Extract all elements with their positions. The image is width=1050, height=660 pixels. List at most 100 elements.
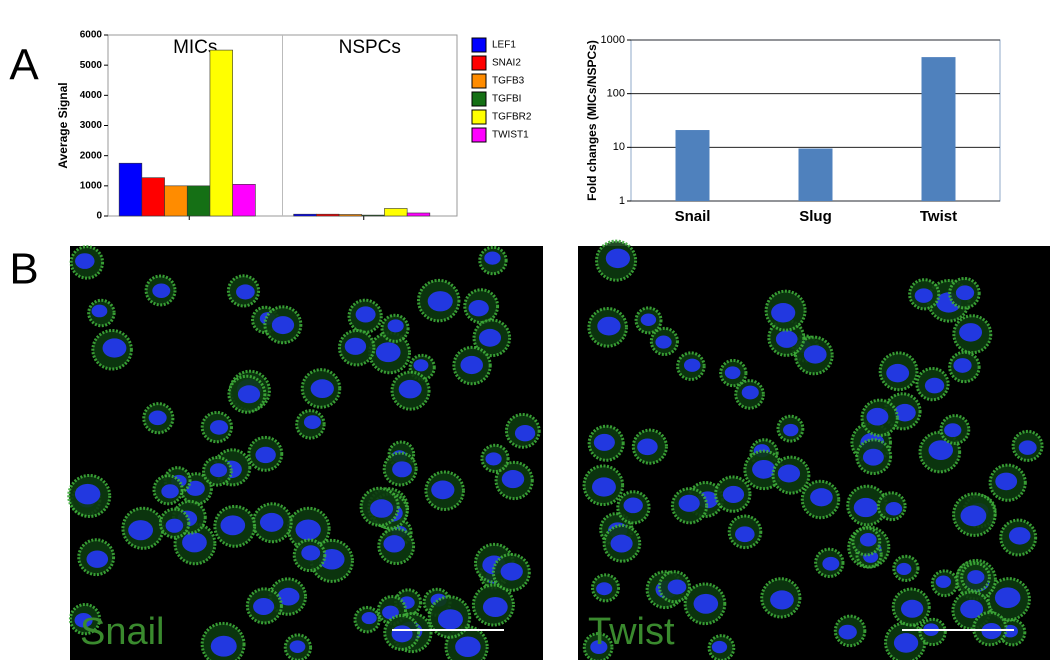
nucleus — [741, 385, 759, 400]
nucleus — [303, 415, 321, 430]
nucleus — [886, 363, 910, 383]
nucleus — [590, 640, 608, 654]
nucleus — [955, 285, 975, 301]
nucleus — [220, 515, 246, 536]
nucleus — [236, 284, 255, 300]
y-tick-label: 1 — [619, 195, 625, 207]
y-tick-label: 2000 — [80, 150, 103, 161]
nucleus — [271, 316, 295, 335]
nucleus — [1018, 440, 1037, 455]
nucleus — [455, 636, 481, 658]
nucleus — [678, 494, 700, 512]
nucleus — [683, 358, 701, 372]
nucleus — [838, 624, 857, 640]
nucleus — [375, 342, 401, 363]
nucleus — [361, 611, 377, 625]
bar — [209, 49, 233, 217]
nucleus — [468, 300, 489, 317]
nucleus — [928, 440, 954, 461]
bar — [361, 214, 385, 217]
image-label: Twist — [588, 611, 675, 653]
legend-label: TWIST1 — [492, 130, 529, 141]
bar — [164, 185, 188, 217]
nucleus — [810, 488, 833, 507]
nucleus — [478, 328, 502, 347]
nucleus — [724, 366, 741, 380]
panel-label: B — [9, 245, 38, 294]
y-axis-label: Average Signal — [56, 82, 70, 168]
bar — [316, 213, 340, 217]
nucleus — [255, 446, 276, 464]
nucleus — [398, 379, 422, 399]
nucleus — [591, 477, 616, 497]
image-label: Snail — [80, 611, 165, 653]
legend-swatch — [471, 37, 487, 53]
nucleus — [253, 598, 275, 616]
nucleus — [383, 535, 405, 553]
y-tick-label: 10 — [613, 141, 625, 153]
bar — [186, 185, 211, 217]
nucleus — [640, 313, 657, 326]
nucleus — [722, 485, 745, 504]
nucleus — [981, 622, 1002, 640]
nucleus — [501, 470, 525, 489]
nucleus — [803, 345, 827, 364]
bar — [118, 162, 143, 217]
nucleus — [885, 502, 903, 516]
nucleus — [605, 248, 631, 269]
nucleus — [500, 562, 523, 581]
nucleus — [289, 640, 306, 653]
nucleus — [482, 597, 508, 618]
legend-label: SNAI2 — [492, 58, 521, 69]
nucleus — [693, 593, 719, 614]
nucleus — [637, 438, 658, 456]
bar — [921, 57, 956, 201]
nucleus — [310, 379, 334, 399]
nucleus — [484, 251, 501, 265]
legend-swatch — [471, 127, 487, 143]
bar — [406, 212, 431, 217]
nucleus — [866, 407, 889, 426]
nucleus — [752, 459, 776, 479]
nucleus — [209, 463, 228, 478]
bar — [293, 213, 317, 217]
nucleus — [853, 497, 878, 518]
legend-swatch — [471, 73, 487, 89]
nucleus — [610, 534, 633, 553]
nucleus — [128, 520, 154, 541]
y-tick-label: 4000 — [80, 90, 103, 101]
nucleus — [959, 323, 983, 342]
nucleus — [102, 338, 127, 358]
nucleus — [859, 533, 877, 547]
nucleus — [74, 483, 101, 505]
nucleus — [596, 582, 613, 596]
micrograph — [70, 246, 543, 660]
nucleus — [75, 253, 95, 269]
nucleus — [391, 625, 413, 643]
y-tick-label: 5000 — [80, 60, 103, 71]
nucleus — [711, 640, 728, 654]
nucleus — [953, 358, 972, 373]
nucleus — [259, 512, 284, 532]
nucleus — [735, 526, 755, 543]
nucleus — [392, 461, 412, 478]
y-tick-label: 100 — [607, 88, 625, 100]
nucleus — [237, 385, 261, 404]
nucleus — [894, 403, 916, 422]
nucleus — [74, 612, 93, 628]
bar — [141, 177, 165, 217]
nucleus — [209, 420, 229, 435]
nucleus — [593, 433, 615, 451]
nucleus — [770, 590, 794, 610]
nucleus — [344, 337, 367, 355]
nucleus — [944, 423, 962, 438]
nucleus — [437, 609, 463, 630]
x-tick-label: Slug — [799, 208, 832, 225]
category-label: MICs — [173, 37, 217, 58]
panel-label: A — [9, 41, 39, 90]
nucleus — [277, 587, 300, 606]
nucleus — [900, 599, 924, 618]
nucleus — [91, 304, 108, 318]
x-tick-label: Snail — [675, 208, 711, 225]
y-tick-label: 0 — [96, 211, 102, 222]
